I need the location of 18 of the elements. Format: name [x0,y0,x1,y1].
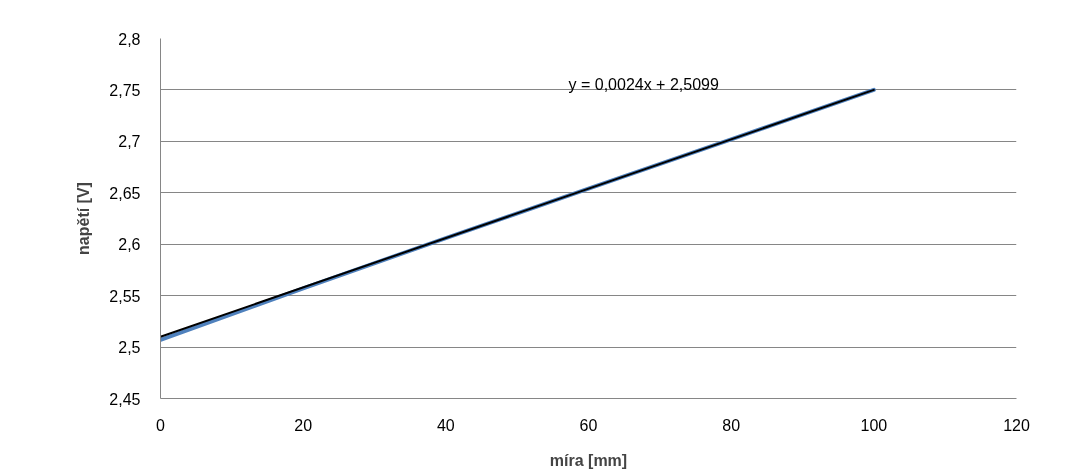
x-tick-label: 100 [860,416,888,434]
y-tick-label: 2,65 [109,184,141,202]
x-tick-label: 20 [294,416,313,434]
x-tick-label: 40 [436,416,455,434]
y-tick-label: 2,8 [118,30,141,48]
y-tick-label: 2,45 [109,390,141,408]
y-axis-title: napětí [V] [75,182,93,255]
annotation: y = 0,0024x + 2,5099 [568,76,719,93]
y-tick-label: 2,7 [118,133,141,151]
y-tick-label: 2,75 [109,81,141,99]
y-tick-label: 2,6 [118,236,141,254]
x-tick-label: 0 [156,416,166,434]
y-tick-label: 2,55 [109,287,141,305]
x-tick-label: 80 [722,416,741,434]
x-tick-label: 60 [579,416,598,434]
x-tick-label: 120 [1003,416,1030,434]
x-axis-title: míra [mm] [549,451,628,469]
y-tick-label: 2,5 [118,339,141,357]
